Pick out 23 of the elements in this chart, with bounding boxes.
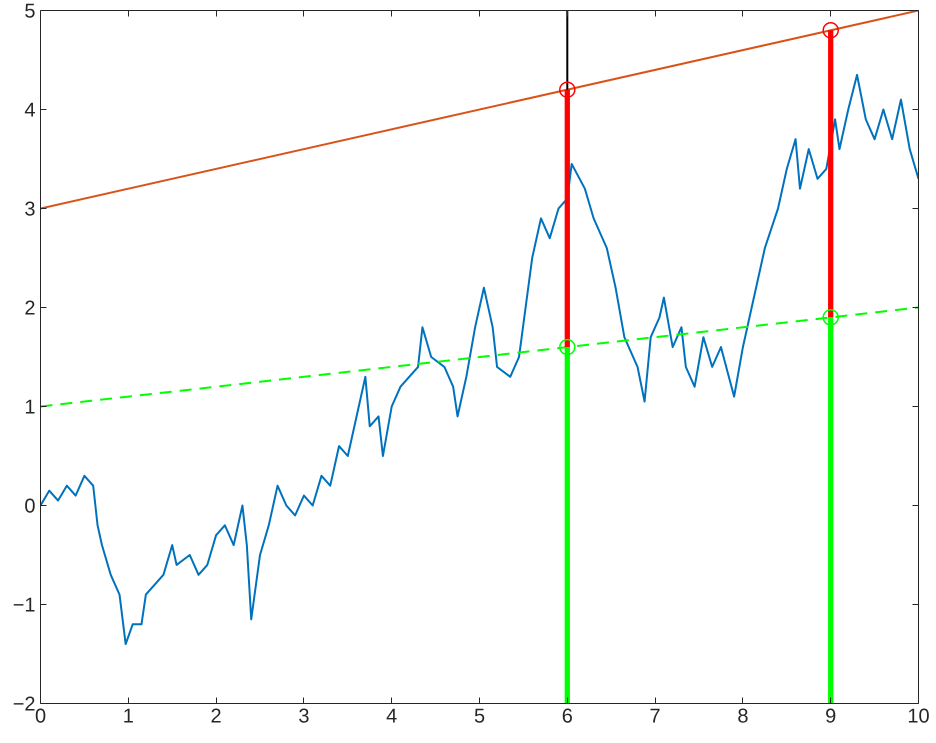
point (559, 338, 576, 356)
y-tick-label: 4 (24, 100, 36, 122)
x-tick-label: 6 (562, 706, 573, 728)
y-tick-label: −2 (12, 694, 36, 716)
y-tick-label: 3 (24, 198, 36, 220)
y-tick-label: −1 (12, 594, 36, 616)
x-tick-label: 1 (122, 706, 134, 728)
x-tick-label: 9 (825, 706, 836, 728)
x-tick-label: 3 (298, 706, 310, 728)
x-tick-label: 10 (907, 706, 930, 728)
point (822, 309, 839, 326)
x-tick-label: 5 (474, 706, 486, 728)
x-tick-label: 4 (386, 706, 398, 728)
x-tick-label: 2 (210, 706, 222, 728)
line-series (40, 74, 918, 646)
y-tick-label: 2 (24, 298, 36, 320)
y-tick-label: 1 (24, 396, 36, 418)
x-tick-label: 8 (737, 706, 748, 728)
y-tick-label: 5 (24, 0, 36, 22)
x-tick-label: 7 (650, 706, 661, 728)
point (559, 81, 576, 98)
y-tick-label: 0 (24, 496, 36, 518)
point (822, 22, 839, 39)
